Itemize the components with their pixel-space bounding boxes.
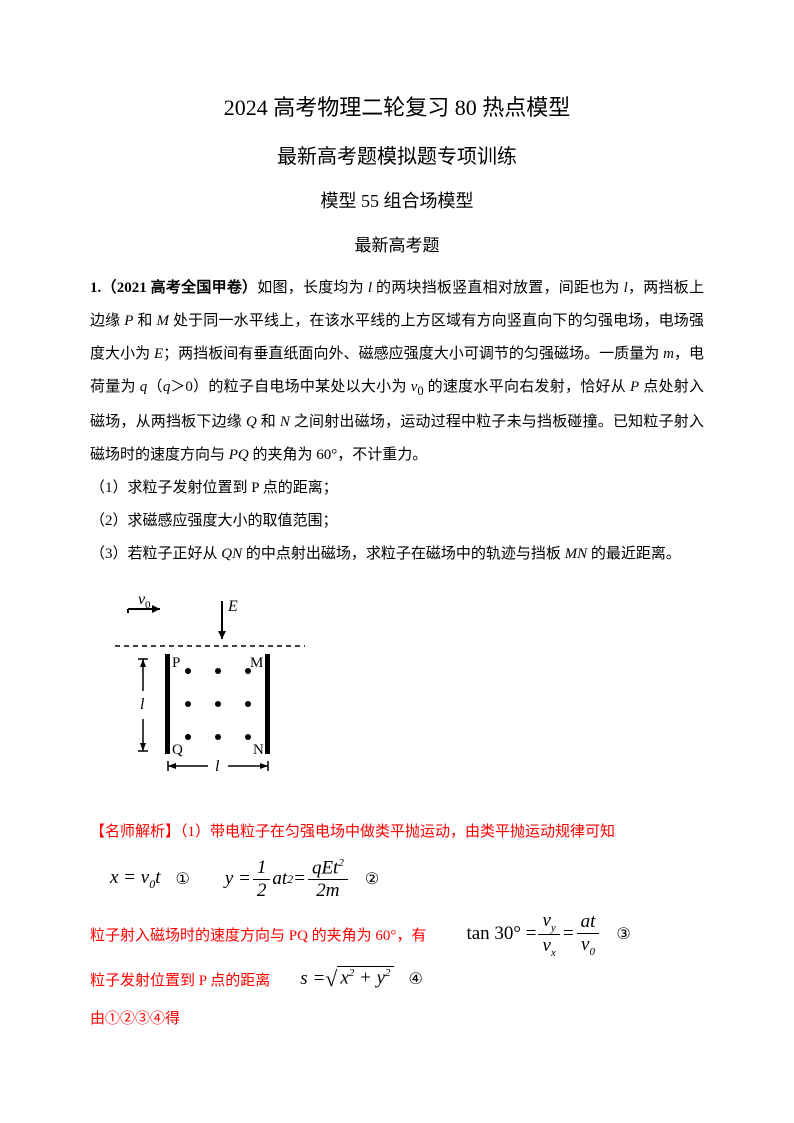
svg-text:E: E <box>227 598 238 615</box>
problem-text: 1.（2021 高考全国甲卷）如图，长度均为 l 的两块挡板竖直相对放置，间距也… <box>90 272 704 472</box>
analysis-header: 【名师解析】（1）带电粒子在匀强电场中做类平抛运动，由类平抛运动规律可知 <box>90 816 704 849</box>
problem-source: （2021 高考全国甲卷） <box>101 280 257 296</box>
equation-3-row: 粒子射入磁场时的速度方向与 PQ 的夹角为 60°，有 tan 30° = vy… <box>90 910 704 959</box>
svg-text:M: M <box>250 655 263 671</box>
question-3: （3）若粒子正好从 QN 的中点射出磁场，求粒子在磁场中的轨迹与挡板 MN 的最… <box>90 538 704 571</box>
question-2: （2）求磁感应强度大小的取值范围； <box>90 505 704 538</box>
svg-text:P: P <box>172 655 180 671</box>
svg-text:N: N <box>253 742 264 758</box>
svg-text:Q: Q <box>172 742 183 758</box>
svg-text:l: l <box>215 758 220 775</box>
title-sub2: 模型 55 组合场模型 <box>90 187 704 213</box>
title-sub3: 最新高考题 <box>90 231 704 256</box>
physics-diagram: v 0 E P Q M N <box>110 591 704 796</box>
analysis-conclusion: 由①②③④得 <box>90 1007 704 1028</box>
equation-4-row: 粒子发射位置到 P 点的距离 s = √ x2 + y2 ④ <box>90 966 704 992</box>
title-sub1: 最新高考题模拟题专项训练 <box>90 140 704 169</box>
title-main: 2024 高考物理二轮复习 80 热点模型 <box>90 90 704 122</box>
svg-text:l: l <box>140 696 145 713</box>
svg-text:0: 0 <box>145 599 151 611</box>
problem-number: 1. <box>90 280 101 296</box>
question-1: （1）求粒子发射位置到 P 点的距离； <box>90 472 704 505</box>
equation-1-2: x = v0t ① y = 1 2 at2 = qEt2 2m ② <box>90 857 704 902</box>
